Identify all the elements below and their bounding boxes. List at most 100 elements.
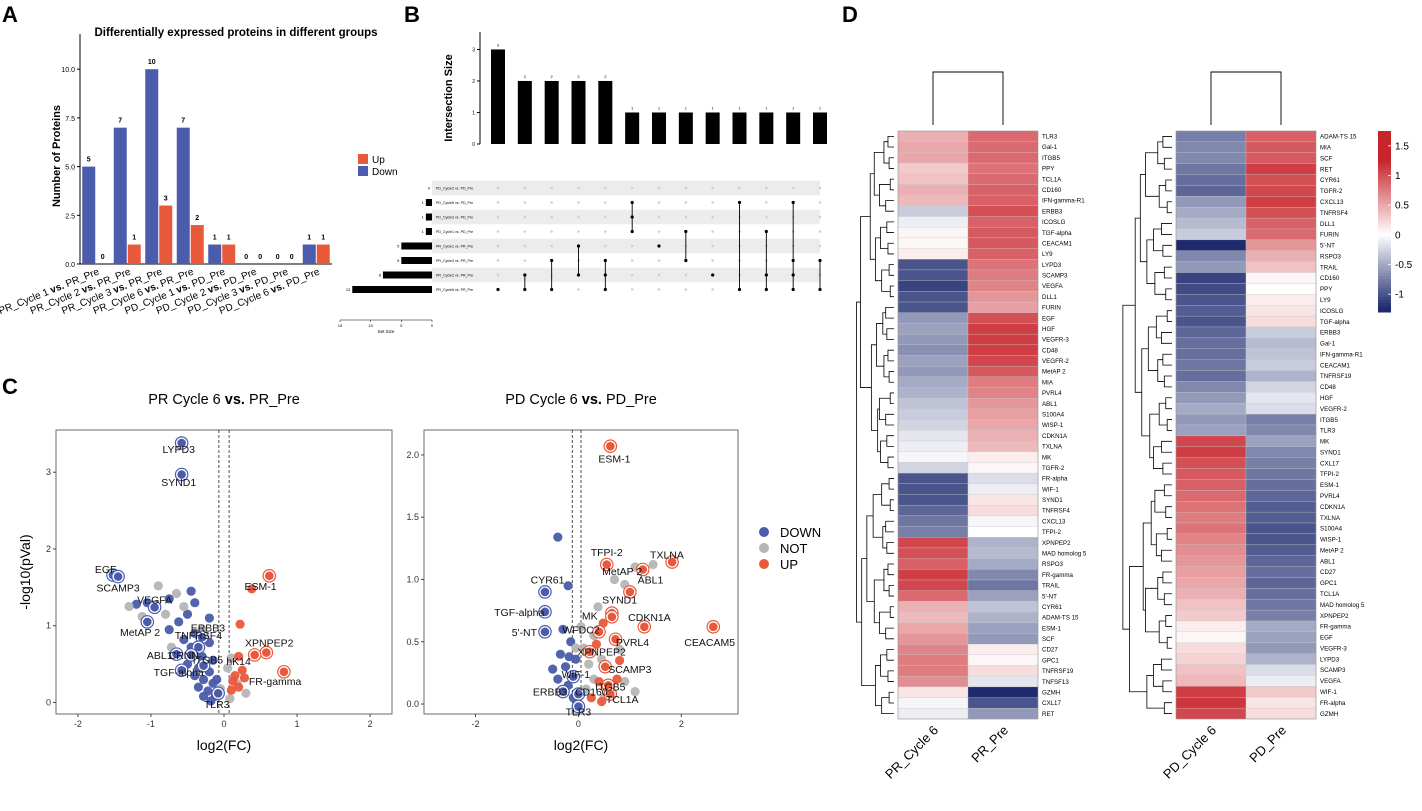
legend-gradient-step [1378, 170, 1391, 174]
heatmap-cell [967, 248, 1039, 260]
matrix-empty-dot [630, 259, 634, 262]
heatmap-cell [1175, 315, 1247, 328]
legend-gradient-step [1378, 242, 1391, 247]
legend-gradient-step [1378, 305, 1391, 310]
row-label: VEGFA [1042, 283, 1064, 290]
labelled-point-down [143, 617, 152, 627]
row-dendrogram-branch [1165, 506, 1172, 518]
row-dendrogram-branch [882, 526, 887, 549]
volcano-title: PD Cycle 6 vs. PD_Pre [505, 392, 657, 408]
heatmap-cell [1245, 305, 1317, 317]
heatmap-cell [967, 355, 1039, 367]
heatmap-cell [1175, 653, 1247, 665]
heatmap-color-legend: 1.5 1 0.5 0 -0.5 -1 [1378, 131, 1413, 313]
set-size-tick-label: 5 [400, 323, 403, 328]
legend-gradient-step [1378, 164, 1391, 168]
row-label: ABL1 [1320, 558, 1336, 565]
labelled-point-up [606, 689, 615, 699]
data-point-not [160, 609, 171, 619]
legend-gradient-step [1378, 197, 1391, 201]
data-point-not [153, 581, 163, 591]
legend-tick-label: 0 [1395, 230, 1401, 241]
row-label: DLL1 [1320, 221, 1335, 228]
point-label: XPNPEP2 [577, 647, 626, 659]
intersection-value-label: 1 [685, 105, 688, 110]
x-tick-label: -2 [471, 719, 479, 729]
data-point-up [612, 674, 622, 684]
matrix-filled-dot [630, 200, 634, 205]
heatmap-cell [1175, 479, 1247, 491]
y-tick-label: 0.5 [406, 637, 419, 647]
labelled-point-up [611, 634, 620, 644]
heatmap-cell [967, 708, 1039, 720]
row-label: VEGFA [1320, 678, 1342, 685]
y-tick-label: 5.0 [65, 165, 75, 172]
matrix-empty-dot [604, 215, 607, 219]
heatmap-cell [897, 665, 969, 677]
matrix-empty-dot [657, 288, 661, 291]
labelled-point-down [177, 470, 186, 479]
heatmap-cell [897, 462, 969, 474]
data-point-not [223, 663, 233, 673]
legend-gradient-step [1378, 245, 1391, 250]
labelled-point-up [606, 441, 615, 451]
row-label: TCL1A [1042, 176, 1062, 183]
intersection-bar [759, 112, 774, 144]
matrix-row-band [432, 238, 820, 254]
heatmap-cell [967, 387, 1039, 399]
matrix-empty-dot [630, 244, 634, 248]
row-label: TNFRSF4 [1042, 508, 1070, 515]
x-axis-label: log2(FC) [554, 737, 608, 753]
heatmap-cell [1175, 196, 1247, 208]
legend-swatch-down [358, 166, 368, 176]
intersection-value-label: 1 [765, 105, 768, 110]
labelled-point-down [177, 438, 186, 448]
heatmap-cell [897, 611, 969, 623]
legend-gradient-step [1378, 146, 1391, 150]
heatmap-cell [967, 323, 1039, 335]
matrix-empty-dot [765, 215, 768, 219]
matrix-empty-dot [577, 215, 580, 219]
bar-value-label: 0 [290, 254, 294, 261]
set-size-value: 0 [428, 186, 431, 191]
y-tick-label: 2.0 [406, 450, 419, 460]
row-label: GZMH [1042, 689, 1060, 696]
y-tick-label: 0 [46, 697, 51, 707]
heatmap-cell [1175, 588, 1247, 600]
matrix-empty-dot [684, 288, 688, 291]
heatmap-cell [1245, 315, 1317, 328]
heatmap-cell [897, 398, 969, 410]
row-label: CXL17 [1042, 700, 1061, 707]
legend-gradient-step [1378, 218, 1391, 222]
row-label: CEACAM1 [1320, 362, 1350, 369]
heatmap-cell [897, 162, 969, 174]
matrix-empty-dot [496, 259, 500, 262]
data-point-up [239, 673, 250, 683]
row-dendrogram-branch [889, 178, 894, 191]
row-label: FR-alpha [1042, 476, 1068, 483]
point-label: CRNN [169, 650, 199, 662]
bar-up [316, 244, 330, 264]
x-tick-label-vs: vs. [206, 281, 223, 296]
intersection-value-label: 1 [819, 105, 822, 110]
heatmap-cell [1175, 424, 1247, 437]
matrix-empty-dot [684, 201, 688, 204]
data-point-not [615, 644, 625, 654]
bar-value-label: 1 [132, 235, 136, 242]
heatmap-cell [897, 430, 969, 442]
heatmap-cell [897, 184, 969, 196]
matrix-filled-dot [630, 229, 634, 234]
legend-label-not: NOT [780, 541, 808, 556]
set-name-label: PD_Cycle3 vs. PD_Pre [436, 216, 473, 220]
y-tick-label: 0 [472, 142, 475, 148]
panel-label-a: A [2, 2, 18, 27]
matrix-filled-dot [818, 258, 822, 263]
heatmap-cell [967, 194, 1039, 206]
heatmap-cell [1245, 609, 1317, 622]
x-tick-label-vs: vs. [238, 281, 255, 296]
point-label: 5'-NT [512, 627, 538, 639]
row-label: TCL1A [1320, 591, 1340, 598]
set-size-value: 8 [379, 273, 382, 278]
data-point-down [208, 655, 218, 665]
